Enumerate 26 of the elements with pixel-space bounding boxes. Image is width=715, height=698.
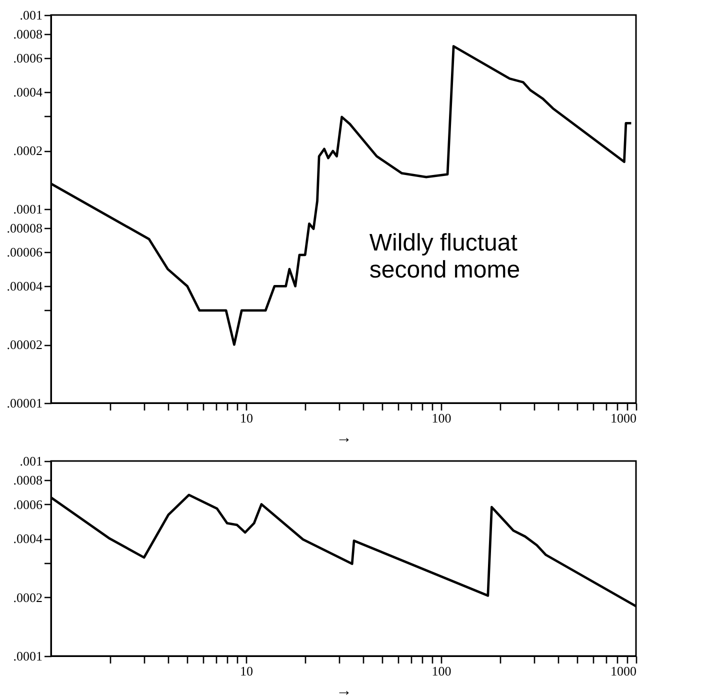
y-tick-label: .00004 xyxy=(6,278,43,294)
x-tick-label: 100 xyxy=(432,664,452,678)
x-tick-label: 1000 xyxy=(610,410,636,426)
y-tick-label: .00001 xyxy=(6,396,42,410)
y-tick-label: .0001 xyxy=(13,648,42,664)
y-tick-label: .00002 xyxy=(6,337,42,352)
y-tick-label: .00006 xyxy=(6,244,43,260)
y-tick-label: .0002 xyxy=(13,590,42,605)
x-tick-label: 100 xyxy=(432,410,452,426)
y-tick-label: .001 xyxy=(20,454,42,468)
y-tick-label: .0008 xyxy=(13,26,42,42)
y-tick-label: .0004 xyxy=(13,84,43,100)
y-tick-label: .0008 xyxy=(13,472,42,488)
y-tick-label: .00008 xyxy=(6,220,42,236)
x-axis-title: → xyxy=(336,682,352,698)
y-tick-label: .001 xyxy=(20,8,42,22)
x-tick-label: 10 xyxy=(240,410,253,426)
y-tick-label: .0001 xyxy=(13,202,42,216)
y-tick-label: .0006 xyxy=(13,496,43,512)
y-tick-label: .0002 xyxy=(13,143,42,158)
y-tick-label: .0004 xyxy=(13,531,43,546)
x-tick-label: 10 xyxy=(240,664,253,678)
annotation: Wildly fluctuat second mome xyxy=(369,230,520,284)
x-axis-title: → xyxy=(336,430,352,446)
x-tick-label: 1000 xyxy=(610,664,636,678)
y-tick-label: .0006 xyxy=(13,50,43,66)
